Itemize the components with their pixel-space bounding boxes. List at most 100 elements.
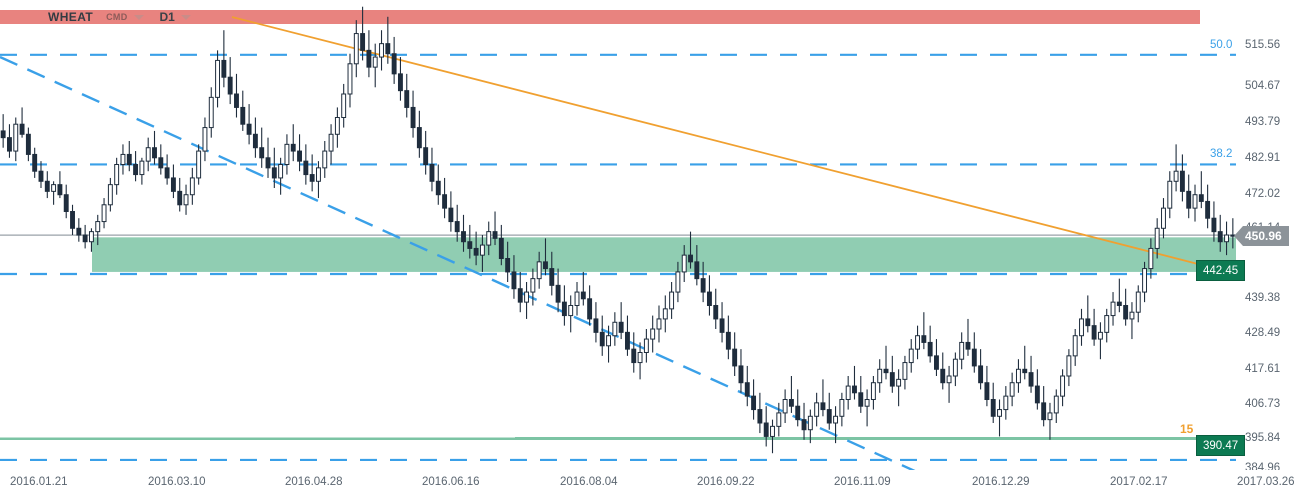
candle-body-up [334, 117, 340, 135]
candle-body-up [1047, 412, 1053, 421]
fib-label-50.0: 50.0 [1210, 38, 1233, 51]
header-bar [0, 10, 1200, 24]
candle-body-down [404, 90, 410, 108]
candle-body-down [498, 237, 504, 260]
candle-body-down [763, 422, 769, 437]
candle-body-up [1097, 331, 1103, 340]
candle-body-up [372, 56, 378, 68]
candle-body-down [700, 278, 706, 293]
candle-body-up [669, 291, 675, 310]
price-tick: 493.79 [1245, 116, 1281, 128]
candle-body-down [1028, 372, 1034, 387]
candle-body-down [511, 271, 517, 290]
candle-body-down [1179, 170, 1185, 192]
candle-body-down [271, 167, 277, 179]
candle-body-down [971, 348, 977, 367]
candle-body-up [107, 184, 113, 206]
candle-body-down [0, 130, 6, 139]
timeframe-label: D1 [159, 10, 175, 24]
candle-body-up [650, 328, 656, 340]
candle-body-up [196, 150, 202, 179]
candle-body-down [435, 180, 441, 196]
candle-body-up [833, 415, 839, 424]
candle-body-up [145, 147, 151, 162]
candle-body-down [561, 301, 567, 317]
symbol-label: WHEAT [48, 10, 94, 24]
candle-body-down [889, 372, 895, 387]
price-tick: 482.91 [1245, 152, 1281, 164]
candle-body-down [1085, 318, 1091, 327]
current-price-value: 450.96 [1243, 225, 1289, 246]
candle-body-down [309, 174, 315, 182]
candle-body-down [732, 348, 738, 367]
candle-body-down [1116, 301, 1122, 306]
candle-body-down [221, 59, 227, 78]
candle-body-up [278, 164, 284, 179]
candle-body-down [1123, 305, 1129, 320]
candle-body-down [366, 49, 372, 68]
candle-body-up [952, 358, 958, 377]
candle-body-down [246, 123, 252, 135]
chart-plot-area[interactable] [0, 0, 1236, 470]
candle-body-down [70, 211, 75, 229]
candle-body-up [574, 291, 580, 307]
candle-body-down [505, 258, 511, 273]
candle-body-up [1009, 382, 1015, 397]
candle-body-up [1129, 311, 1135, 320]
candle-body-down [7, 137, 12, 152]
candle-body-up [656, 318, 662, 330]
chevron-down-icon-market[interactable] [133, 14, 144, 20]
candle-body-up [1173, 170, 1179, 182]
candle-body-down [826, 409, 832, 424]
candle-body-down [416, 127, 422, 149]
candle-body-down [32, 153, 38, 172]
candle-body-down [757, 409, 763, 424]
candle-body-up [51, 184, 57, 192]
chevron-down-icon-timeframe[interactable] [180, 14, 191, 20]
price-tick: 439.38 [1245, 292, 1281, 304]
candle-body-down [738, 365, 744, 384]
candle-body-up [530, 278, 536, 293]
price-tick: 406.73 [1245, 398, 1281, 410]
candle-body-up [1110, 301, 1116, 317]
candle-body-down [883, 368, 889, 374]
candle-body-up [782, 399, 788, 414]
candle-body-down [744, 382, 750, 397]
candle-body-up [353, 33, 359, 65]
candle-body-down [788, 399, 794, 407]
candle-body-down [290, 143, 296, 152]
candle-body-up [95, 221, 101, 233]
candle-body-down [76, 227, 82, 236]
date-tick: 2017.02.17 [1110, 476, 1168, 488]
price-badge-390: 390.47 [1196, 435, 1246, 457]
candle-body-down [978, 365, 984, 384]
candle-body-down [25, 133, 31, 155]
candle-body-up [776, 412, 782, 427]
candle-body-down [467, 241, 473, 249]
candle-body-down [1217, 231, 1223, 243]
candle-body-up [612, 321, 618, 337]
candle-body-up [114, 164, 120, 186]
price-tick: 472.02 [1245, 188, 1281, 200]
date-axis[interactable]: 2016.01.21 2016.03.10 2016.04.28 2016.06.16… [0, 470, 1311, 503]
trendline-blue-dashed [0, 55, 916, 470]
candle-body-up [946, 375, 952, 384]
candle-body-down [751, 395, 757, 411]
candle-body-up [959, 341, 965, 360]
candle-body-down [580, 291, 586, 300]
candle-body-down [713, 305, 719, 320]
candle-body-down [921, 335, 927, 343]
candle-body-down [429, 164, 435, 182]
candle-body-up [845, 385, 851, 401]
candle-body-down [1022, 368, 1028, 374]
date-tick: 2016.11.09 [834, 476, 891, 488]
candle-body-down [990, 399, 996, 417]
candle-body-down [152, 147, 157, 159]
candle-body-up [1053, 395, 1059, 414]
candle-body-down [57, 184, 63, 196]
candle-body-down [234, 93, 239, 108]
candle-body-down [688, 254, 693, 263]
candle-body-down [126, 153, 132, 166]
candle-body-up [379, 43, 384, 58]
